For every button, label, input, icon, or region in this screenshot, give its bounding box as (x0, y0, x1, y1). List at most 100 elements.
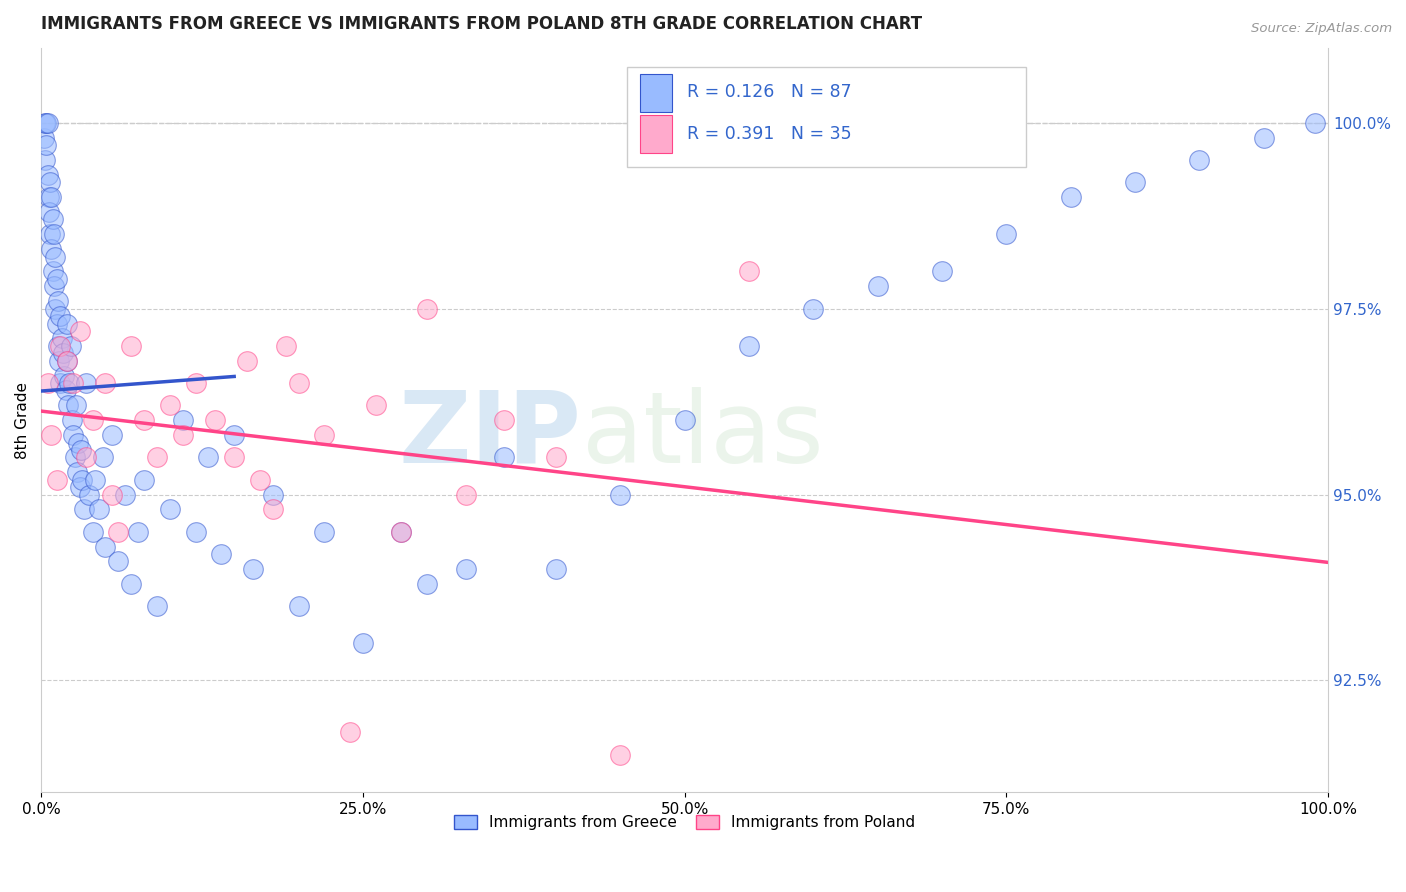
Point (995, 227, 1018, 242)
Point (91, 450, 114, 465)
Point (55, 384, 77, 398)
Point (609, 747, 631, 762)
Point (416, 576, 439, 591)
Point (454, 487, 477, 501)
Point (37, 116, 59, 130)
Point (738, 264, 761, 278)
FancyBboxPatch shape (627, 67, 1026, 168)
Point (1303, 116, 1326, 130)
Point (53, 368, 76, 383)
Point (49, 339, 72, 353)
Point (287, 376, 309, 390)
Point (45, 317, 67, 331)
Point (494, 413, 516, 427)
Text: Source: ZipAtlas.com: Source: ZipAtlas.com (1251, 22, 1392, 36)
Point (146, 599, 169, 613)
Point (56, 398, 79, 412)
Point (49, 309, 72, 323)
Point (41, 212, 63, 227)
Text: ZIP: ZIP (399, 386, 582, 483)
Point (236, 353, 259, 368)
Point (673, 413, 696, 427)
Text: R = 0.391   N = 35: R = 0.391 N = 35 (688, 125, 852, 143)
Point (41, 264, 63, 278)
Point (35, 138, 58, 153)
Point (62, 428, 84, 442)
Point (35, 116, 58, 130)
Point (56, 317, 79, 331)
Point (801, 301, 824, 316)
Point (82, 524, 104, 539)
Point (931, 264, 953, 278)
Point (1060, 190, 1083, 204)
Text: IMMIGRANTS FROM GREECE VS IMMIGRANTS FROM POLAND 8TH GRADE CORRELATION CHART: IMMIGRANTS FROM GREECE VS IMMIGRANTS FRO… (41, 15, 922, 33)
Point (37, 376, 59, 390)
Point (544, 450, 567, 465)
Point (364, 398, 387, 412)
Point (44, 301, 66, 316)
Point (38, 190, 60, 204)
Point (69, 324, 91, 338)
Point (77, 487, 100, 501)
Text: R = 0.126   N = 87: R = 0.126 N = 87 (688, 83, 852, 101)
Point (49, 376, 72, 390)
Legend: Immigrants from Greece, Immigrants from Poland: Immigrants from Greece, Immigrants from … (449, 809, 921, 837)
Point (114, 487, 136, 501)
Point (94, 376, 117, 390)
Point (120, 576, 142, 591)
Point (45, 473, 67, 487)
FancyBboxPatch shape (640, 115, 672, 153)
Point (242, 562, 264, 576)
Point (494, 450, 516, 465)
Point (41, 428, 63, 442)
Point (39, 227, 62, 242)
Point (72, 473, 94, 487)
Point (209, 547, 232, 561)
Point (204, 413, 226, 427)
Point (42, 227, 65, 242)
Point (51, 331, 73, 345)
Point (314, 524, 336, 539)
Point (184, 376, 207, 390)
Point (45, 272, 67, 286)
Point (101, 487, 124, 501)
Point (146, 450, 169, 465)
Point (1123, 175, 1146, 189)
Point (84, 473, 107, 487)
FancyBboxPatch shape (640, 74, 672, 112)
Point (120, 339, 142, 353)
Point (262, 487, 284, 501)
Point (391, 524, 413, 539)
Point (72, 502, 94, 516)
Point (37, 168, 59, 182)
Point (67, 435, 90, 450)
Point (94, 540, 117, 554)
Point (34, 116, 56, 130)
Point (274, 339, 297, 353)
Text: atlas: atlas (582, 386, 824, 483)
Point (416, 301, 439, 316)
Point (132, 413, 155, 427)
Point (132, 473, 155, 487)
Point (866, 279, 889, 293)
Point (454, 562, 477, 576)
Point (1188, 153, 1211, 167)
Point (287, 599, 309, 613)
Point (159, 502, 181, 516)
Point (65, 398, 87, 412)
Point (75, 376, 97, 390)
Point (224, 450, 246, 465)
Point (44, 250, 66, 264)
Point (39, 175, 62, 189)
Point (738, 339, 761, 353)
Point (339, 725, 361, 739)
Point (56, 353, 79, 368)
Point (172, 428, 194, 442)
Point (41, 242, 63, 256)
Point (197, 450, 219, 465)
Point (60, 413, 83, 427)
Point (46, 339, 69, 353)
Point (101, 428, 124, 442)
Point (82, 413, 104, 427)
Point (62, 376, 84, 390)
